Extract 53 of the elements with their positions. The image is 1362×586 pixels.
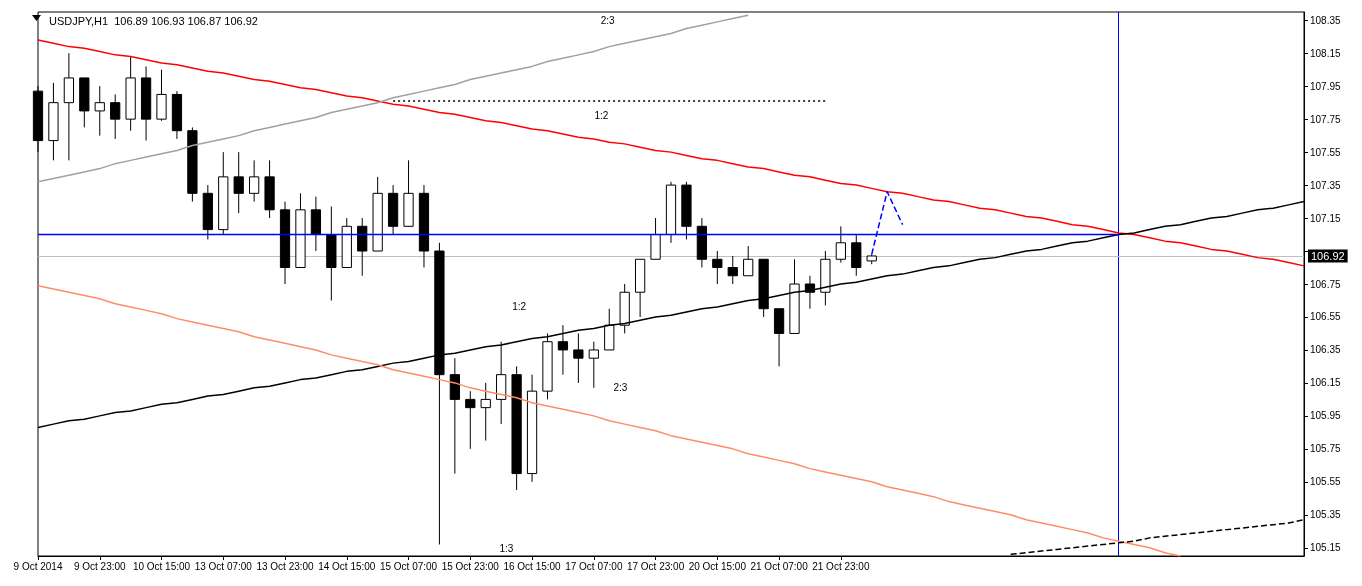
annotation: 2:3 [600, 15, 616, 27]
x-tick-label: 13 Oct 07:00 [194, 560, 253, 572]
x-tick-label: 10 Oct 15:00 [132, 560, 191, 572]
candlestick [588, 341, 599, 389]
x-tick-label: 21 Oct 23:00 [812, 560, 870, 572]
y-tick-label: 106.35 [1310, 344, 1342, 356]
ref-line-label: 106.92 [1311, 249, 1345, 262]
x-tick-label: 9 Oct 2014 [13, 560, 63, 572]
x-tick-label: 15 Oct 23:00 [441, 560, 500, 572]
x-tick-label: 17 Oct 23:00 [626, 560, 685, 572]
x-tick-label: 21 Oct 07:00 [750, 560, 809, 572]
annotation: 1:2 [512, 300, 527, 312]
y-tick-label: 107.55 [1310, 146, 1342, 158]
y-tick-label: 107.95 [1310, 80, 1342, 92]
y-tick-label: 107.15 [1310, 212, 1342, 224]
candlestick [249, 159, 260, 203]
line-series [37, 39, 1305, 267]
candlestick [743, 245, 754, 277]
candlestick [573, 332, 584, 384]
y-tick-label: 105.55 [1310, 476, 1342, 488]
x-tick-label: 15 Oct 07:00 [379, 560, 438, 572]
y-tick-label: 106.75 [1310, 278, 1342, 290]
y-tick-label: 107.35 [1310, 179, 1342, 191]
y-tick-label: 106.15 [1310, 377, 1342, 389]
annotation: 1:3 [499, 542, 514, 554]
y-tick-label: 105.95 [1310, 410, 1342, 422]
x-tick-label: 16 Oct 15:00 [503, 560, 562, 572]
y-tick-label: 105.75 [1310, 443, 1342, 455]
y-tick-label: 107.75 [1310, 113, 1342, 125]
y-tick-label: 108.35 [1310, 14, 1342, 26]
y-tick-label: 105.35 [1310, 509, 1342, 521]
x-tick-label: 17 Oct 07:00 [565, 560, 623, 572]
candlestick [712, 250, 723, 285]
candlestick [480, 382, 491, 442]
line-series [37, 284, 1182, 557]
candlestick [557, 324, 569, 376]
candlestick [233, 151, 244, 214]
x-tick-label: 9 Oct 23:00 [73, 560, 127, 572]
y-tick-label: 108.15 [1310, 47, 1342, 59]
candlestick [835, 225, 846, 264]
y-tick-label: 105.15 [1310, 542, 1342, 554]
x-tick-label: 14 Oct 15:00 [318, 560, 376, 572]
x-tick-label: 20 Oct 15:00 [688, 560, 747, 572]
candlestick [110, 93, 121, 140]
y-tick-label: 106.55 [1310, 311, 1342, 323]
line-series [37, 14, 749, 183]
x-tick-label: 13 Oct 23:00 [256, 560, 315, 572]
annotation: 2:3 [613, 382, 628, 394]
candlestick [465, 390, 476, 450]
annotation: 1:2 [594, 110, 609, 122]
candlestick [94, 85, 105, 137]
chart-title: USDJPY,H1 106.89 106.93 106.87 106.92 [49, 14, 258, 27]
candlestick [727, 255, 738, 285]
